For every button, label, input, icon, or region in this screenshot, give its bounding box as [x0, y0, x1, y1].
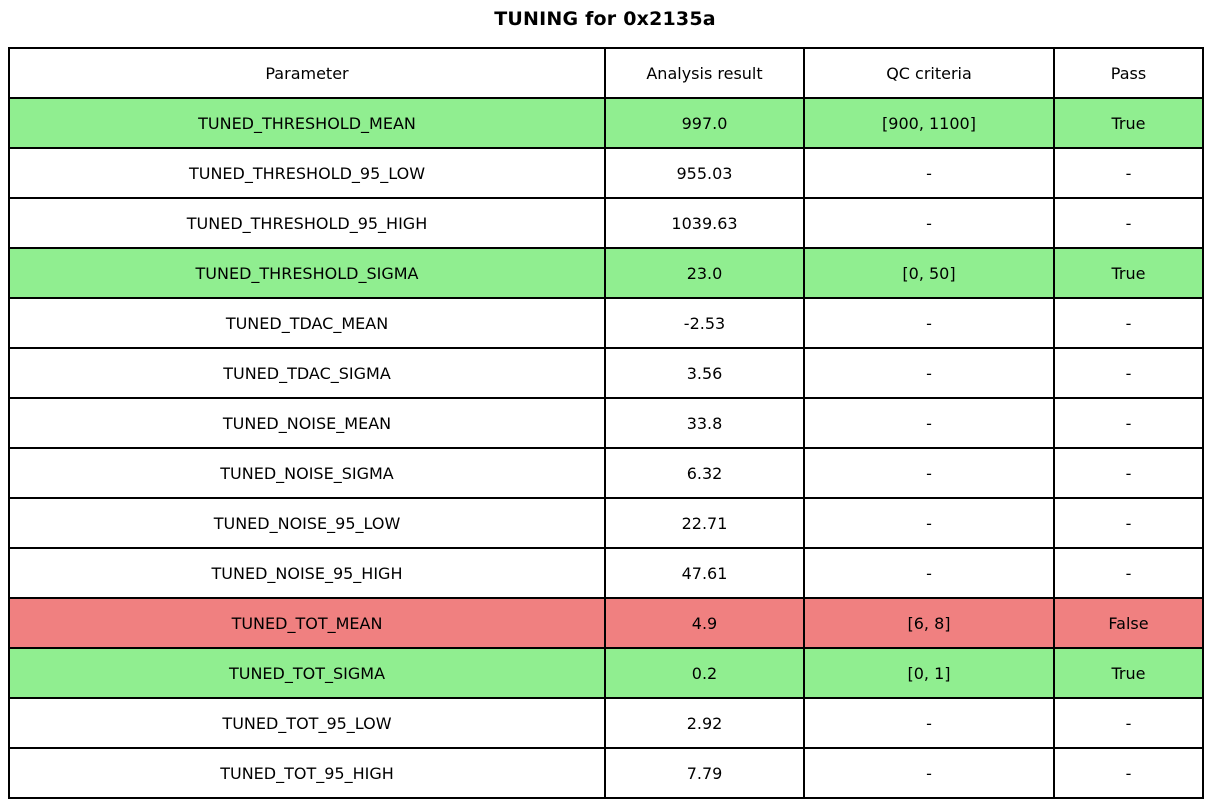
param-cell: TUNED_TDAC_MEAN	[8, 297, 606, 349]
table-header: Parameter Analysis result QC criteria Pa…	[8, 47, 1204, 99]
result-cell: 22.71	[604, 497, 805, 549]
qc-cell: -	[803, 347, 1055, 399]
table-row: TUNED_NOISE_95_HIGH 47.61 - -	[8, 547, 1204, 599]
qc-cell: [0, 50]	[803, 247, 1055, 299]
pass-cell: -	[1053, 747, 1204, 799]
pass-cell: -	[1053, 197, 1204, 249]
pass-cell: True	[1053, 97, 1204, 149]
pass-cell: True	[1053, 247, 1204, 299]
table-row: TUNED_TOT_95_LOW 2.92 - -	[8, 697, 1204, 749]
result-cell: 23.0	[604, 247, 805, 299]
col-header-pass: Pass	[1053, 47, 1204, 99]
table-row: TUNED_NOISE_95_LOW 22.71 - -	[8, 497, 1204, 549]
header-row: Parameter Analysis result QC criteria Pa…	[8, 47, 1204, 99]
qc-cell: -	[803, 397, 1055, 449]
result-cell: 4.9	[604, 597, 805, 649]
param-cell: TUNED_THRESHOLD_SIGMA	[8, 247, 606, 299]
pass-cell: -	[1053, 497, 1204, 549]
qc-cell: -	[803, 447, 1055, 499]
result-cell: 955.03	[604, 147, 805, 199]
param-cell: TUNED_NOISE_95_LOW	[8, 497, 606, 549]
result-cell: 3.56	[604, 347, 805, 399]
table-row: TUNED_THRESHOLD_95_LOW 955.03 - -	[8, 147, 1204, 199]
param-cell: TUNED_NOISE_SIGMA	[8, 447, 606, 499]
param-cell: TUNED_THRESHOLD_MEAN	[8, 97, 606, 149]
qc-cell: -	[803, 497, 1055, 549]
param-cell: TUNED_TDAC_SIGMA	[8, 347, 606, 399]
qc-cell: -	[803, 197, 1055, 249]
result-cell: 7.79	[604, 747, 805, 799]
param-cell: TUNED_TOT_MEAN	[8, 597, 606, 649]
qc-cell: -	[803, 147, 1055, 199]
qc-cell: -	[803, 747, 1055, 799]
pass-cell: False	[1053, 597, 1204, 649]
table-row: TUNED_THRESHOLD_MEAN 997.0 [900, 1100] T…	[8, 97, 1204, 149]
pass-cell: -	[1053, 297, 1204, 349]
table-row: TUNED_NOISE_MEAN 33.8 - -	[8, 397, 1204, 449]
pass-cell: -	[1053, 697, 1204, 749]
param-cell: TUNED_TOT_SIGMA	[8, 647, 606, 699]
col-header-analysis-result: Analysis result	[604, 47, 805, 99]
pass-cell: -	[1053, 397, 1204, 449]
table-row: TUNED_TOT_MEAN 4.9 [6, 8] False	[8, 597, 1204, 649]
param-cell: TUNED_NOISE_95_HIGH	[8, 547, 606, 599]
result-cell: 0.2	[604, 647, 805, 699]
page-title: TUNING for 0x2135a	[494, 8, 716, 30]
col-header-parameter: Parameter	[8, 47, 606, 99]
table-row: TUNED_THRESHOLD_SIGMA 23.0 [0, 50] True	[8, 247, 1204, 299]
param-cell: TUNED_NOISE_MEAN	[8, 397, 606, 449]
table-row: TUNED_TOT_SIGMA 0.2 [0, 1] True	[8, 647, 1204, 699]
param-cell: TUNED_TOT_95_LOW	[8, 697, 606, 749]
qc-cell: -	[803, 697, 1055, 749]
qc-cell: -	[803, 297, 1055, 349]
qc-cell: [6, 8]	[803, 597, 1055, 649]
result-cell: 997.0	[604, 97, 805, 149]
result-cell: 33.8	[604, 397, 805, 449]
qc-cell: -	[803, 547, 1055, 599]
table-body: TUNED_THRESHOLD_MEAN 997.0 [900, 1100] T…	[8, 97, 1204, 799]
table-row: TUNED_TOT_95_HIGH 7.79 - -	[8, 747, 1204, 799]
table-row: TUNED_TDAC_SIGMA 3.56 - -	[8, 347, 1204, 399]
table-row: TUNED_NOISE_SIGMA 6.32 - -	[8, 447, 1204, 499]
pass-cell: -	[1053, 547, 1204, 599]
table-row: TUNED_TDAC_MEAN -2.53 - -	[8, 297, 1204, 349]
result-cell: 2.92	[604, 697, 805, 749]
result-cell: -2.53	[604, 297, 805, 349]
result-cell: 6.32	[604, 447, 805, 499]
pass-cell: True	[1053, 647, 1204, 699]
pass-cell: -	[1053, 147, 1204, 199]
pass-cell: -	[1053, 447, 1204, 499]
table-row: TUNED_THRESHOLD_95_HIGH 1039.63 - -	[8, 197, 1204, 249]
pass-cell: -	[1053, 347, 1204, 399]
col-header-qc-criteria: QC criteria	[803, 47, 1055, 99]
qc-cell: [900, 1100]	[803, 97, 1055, 149]
param-cell: TUNED_THRESHOLD_95_LOW	[8, 147, 606, 199]
qc-cell: [0, 1]	[803, 647, 1055, 699]
param-cell: TUNED_THRESHOLD_95_HIGH	[8, 197, 606, 249]
param-cell: TUNED_TOT_95_HIGH	[8, 747, 606, 799]
result-cell: 1039.63	[604, 197, 805, 249]
qc-table: Parameter Analysis result QC criteria Pa…	[8, 47, 1204, 799]
result-cell: 47.61	[604, 547, 805, 599]
